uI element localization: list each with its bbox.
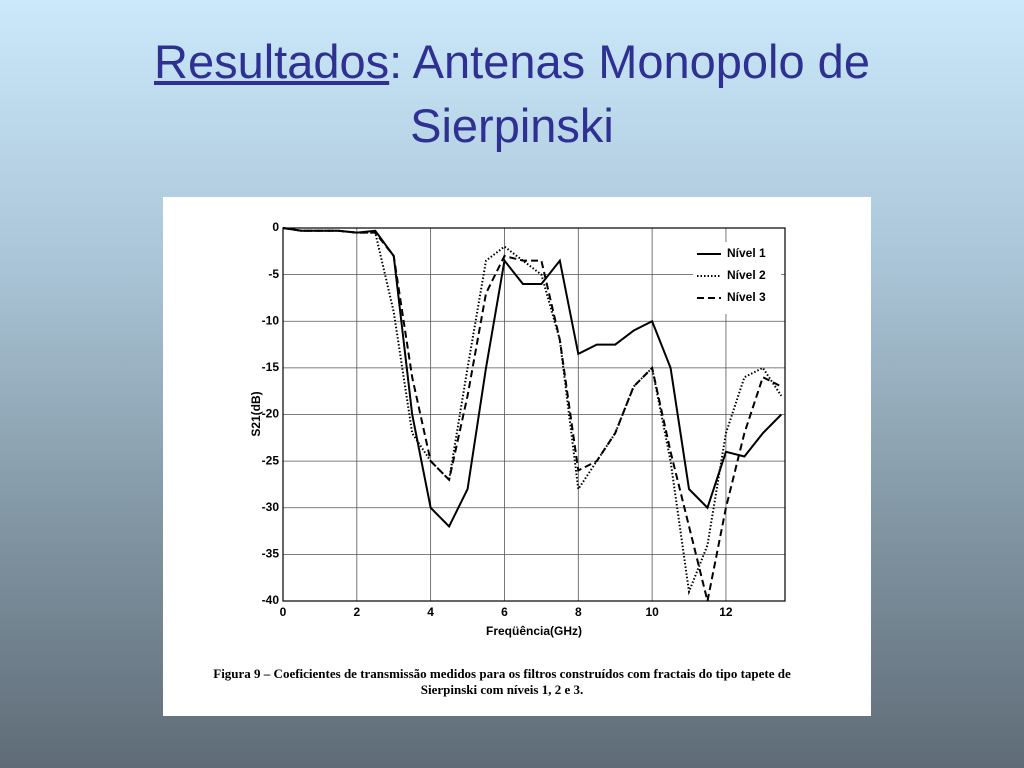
y-tick-label: -40 <box>262 593 280 607</box>
legend-label: Nível 3 <box>727 290 766 304</box>
x-tick-label: 4 <box>427 605 434 619</box>
chart: S21(dB) Freqüência(GHz) Figura 9 – Coefi… <box>163 197 871 716</box>
y-tick-label: -5 <box>268 267 279 281</box>
x-tick-label: 10 <box>645 605 659 619</box>
legend-label: Nível 1 <box>727 246 766 260</box>
x-tick-label: 6 <box>501 605 508 619</box>
y-axis-label: S21(dB) <box>249 391 263 436</box>
y-tick-label: -35 <box>262 547 280 561</box>
x-axis-label: Freqüência(GHz) <box>486 624 582 638</box>
title-text: : Antenas Monopolo de Sierpinski <box>389 35 870 152</box>
title-link[interactable]: Resultados <box>154 35 390 88</box>
y-tick-label: 0 <box>272 220 279 234</box>
caption: Sierpinski com níveis 1, 2 e 3. <box>421 682 584 697</box>
y-tick-label: -15 <box>262 360 280 374</box>
caption: Figura 9 – Coeficientes de transmissão m… <box>213 666 791 681</box>
y-tick-label: -20 <box>262 407 280 421</box>
y-tick-label: -25 <box>262 453 280 467</box>
y-tick-label: -30 <box>262 500 280 514</box>
x-tick-label: 0 <box>280 605 287 619</box>
series-line <box>282 227 782 602</box>
slide-title: Resultados: Antenas Monopolo de Sierpins… <box>50 30 974 158</box>
plot-frame <box>282 227 786 602</box>
x-tick-label: 12 <box>719 605 733 619</box>
x-tick-label: 8 <box>575 605 582 619</box>
x-tick-label: 2 <box>353 605 360 619</box>
y-tick-label: -10 <box>262 313 280 327</box>
legend-label: Nível 2 <box>727 268 766 282</box>
